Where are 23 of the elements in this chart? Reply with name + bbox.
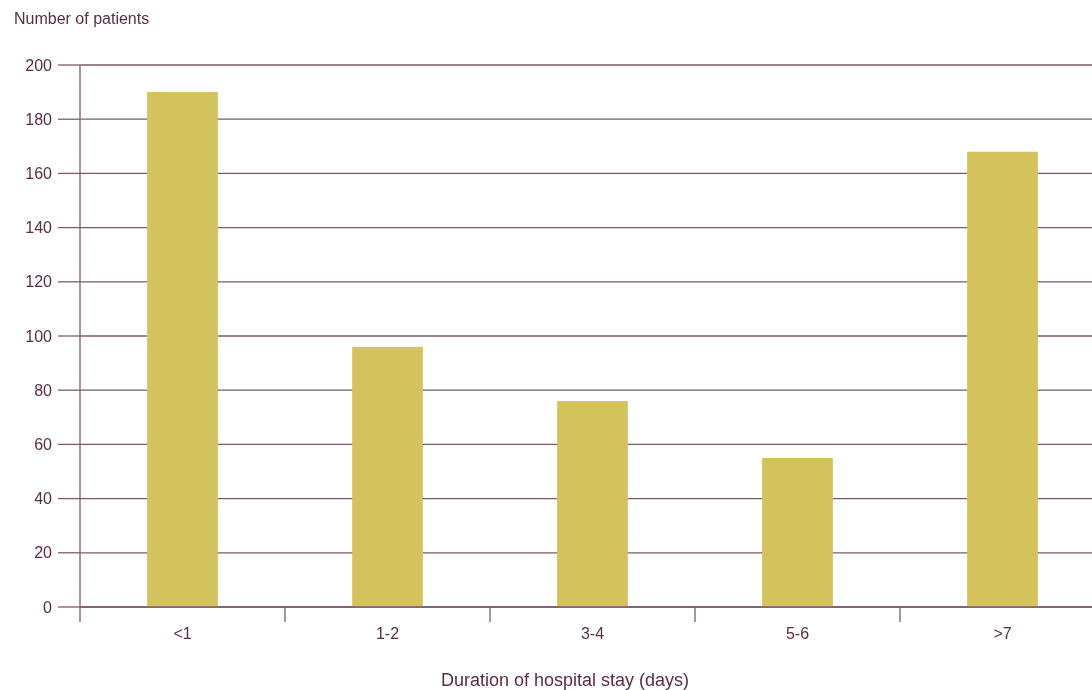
y-axis-title: Number of patients	[14, 10, 150, 27]
bar	[967, 151, 1038, 607]
x-tick-label: <1	[173, 625, 192, 642]
bar	[147, 92, 218, 607]
y-tick-label: 60	[34, 436, 53, 453]
y-tick-label: 200	[25, 56, 53, 74]
y-tick-label: 80	[34, 381, 53, 399]
y-tick-label: 0	[43, 598, 53, 616]
y-tick-label: 160	[25, 165, 53, 182]
y-tick-label: 20	[34, 544, 53, 562]
bar	[352, 346, 423, 607]
bar	[557, 401, 628, 607]
y-tick-label: 180	[25, 110, 53, 128]
x-tick-label: >7	[993, 625, 1012, 642]
x-tick-label: 1-2	[375, 625, 400, 642]
y-tick-label: 140	[25, 219, 53, 237]
bar	[762, 457, 833, 607]
x-tick-label: 5-6	[785, 625, 810, 642]
y-tick-label: 120	[25, 273, 53, 291]
y-tick-label: 100	[25, 327, 53, 345]
y-tick-label: 40	[34, 490, 53, 508]
x-axis-title: Duration of hospital stay (days)	[440, 670, 690, 690]
x-tick-label: 3-4	[580, 625, 605, 642]
